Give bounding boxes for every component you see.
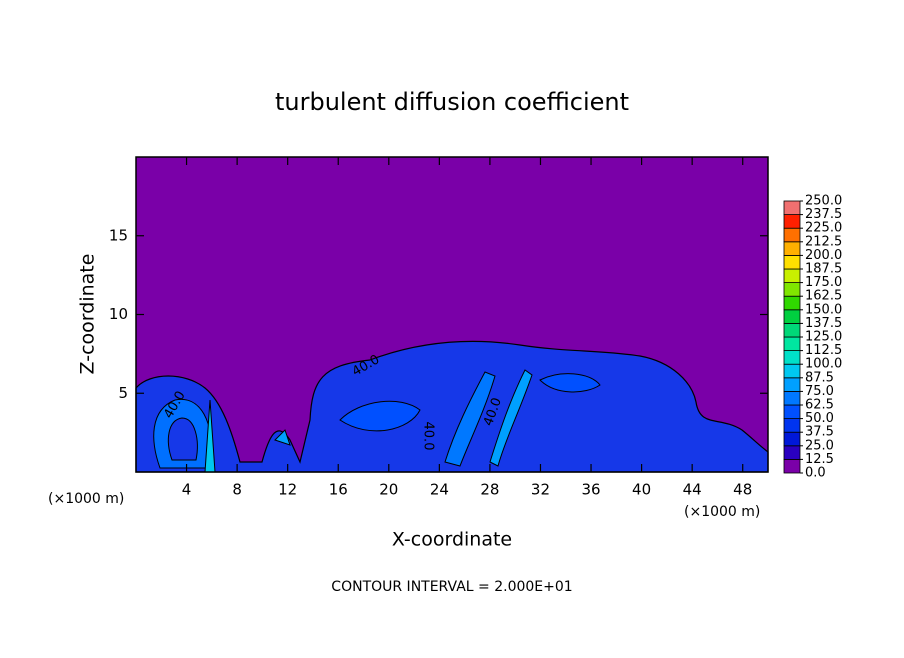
colorbar-label: 237.5 — [805, 207, 842, 222]
colorbar-cell — [783, 377, 801, 392]
colorbar-cell — [783, 445, 801, 460]
colorbar-label: 62.5 — [805, 398, 834, 413]
field-region — [444, 371, 496, 467]
colorbar-label: 0.0 — [805, 466, 826, 481]
colorbar-label: 50.0 — [805, 411, 834, 426]
x-tick-label: 44 — [683, 481, 702, 499]
colorbar-label: 100.0 — [805, 357, 842, 372]
colorbar-label: 200.0 — [805, 248, 842, 263]
y-tick-label: 5 — [118, 384, 128, 402]
colorbar-label: 37.5 — [805, 425, 834, 440]
colorbar-cell — [783, 350, 801, 365]
x-unit-label: (×1000 m) — [684, 504, 760, 520]
colorbar-label: 212.5 — [805, 234, 842, 249]
colorbar-label: 112.5 — [805, 343, 842, 358]
field-region — [167, 417, 198, 461]
field-region — [339, 400, 421, 432]
field-region — [135, 340, 769, 473]
colorbar-label: 162.5 — [805, 289, 842, 304]
colorbar-cell — [783, 200, 801, 216]
y-tick-label: 10 — [109, 305, 128, 323]
x-tick-label: 28 — [480, 481, 499, 499]
colorbar-cell — [783, 363, 801, 379]
colorbar-label: 250.0 — [805, 194, 842, 209]
field-region — [489, 369, 533, 467]
colorbar-cell — [783, 336, 801, 352]
chart-title: turbulent diffusion coefficient — [275, 88, 629, 116]
colorbar-cell — [783, 227, 801, 243]
field-region — [274, 429, 291, 446]
colorbar-cell — [783, 309, 801, 324]
field-region — [539, 373, 601, 393]
plot-area: 40.040.040.040.0 — [135, 156, 769, 473]
colorbar-cell — [783, 254, 801, 270]
x-tick-label: 48 — [733, 481, 752, 499]
colorbar-label: 150.0 — [805, 302, 842, 317]
colorbar-label: 75.0 — [805, 384, 834, 399]
footer-note: CONTOUR INTERVAL = 2.000E+01 — [331, 579, 572, 595]
colorbar-cell — [783, 458, 801, 474]
colorbar-cell — [783, 214, 801, 229]
x-tick-label: 36 — [581, 481, 600, 499]
x-tick-label: 4 — [182, 481, 192, 499]
x-tick-label: 12 — [278, 481, 297, 499]
colorbar-cell — [783, 322, 801, 338]
colorbar-label: 12.5 — [805, 452, 834, 467]
colorbar-cell — [783, 295, 801, 311]
colorbar-label: 175.0 — [805, 275, 842, 290]
colorbar-cell — [783, 404, 801, 420]
colorbar-cell — [783, 418, 801, 433]
x-tick-label: 16 — [329, 481, 348, 499]
colorbar-label: 137.5 — [805, 316, 842, 331]
x-tick-label: 40 — [632, 481, 651, 499]
x-axis-label: X-coordinate — [392, 529, 512, 551]
colorbar-cell — [783, 390, 801, 406]
colorbar-cell — [783, 268, 801, 284]
colorbar-label: 125.0 — [805, 330, 842, 345]
x-tick-label: 20 — [379, 481, 398, 499]
x-tick-label: 8 — [232, 481, 242, 499]
colorbar-label: 87.5 — [805, 370, 834, 385]
y-tick-label: 15 — [109, 226, 128, 244]
contour-label: 40.0 — [421, 422, 436, 451]
colorbar-cell — [783, 282, 801, 297]
colorbar-cell — [783, 241, 801, 256]
colorbar-cell — [783, 431, 801, 447]
y-axis-label: Z-coordinate — [77, 254, 99, 375]
x-tick-label: 32 — [531, 481, 550, 499]
x-unit-label: (×1000 m) — [48, 491, 124, 507]
x-tick-label: 24 — [430, 481, 449, 499]
colorbar-label: 187.5 — [805, 262, 842, 277]
colorbar-label: 225.0 — [805, 221, 842, 236]
colorbar-label: 25.0 — [805, 438, 834, 453]
